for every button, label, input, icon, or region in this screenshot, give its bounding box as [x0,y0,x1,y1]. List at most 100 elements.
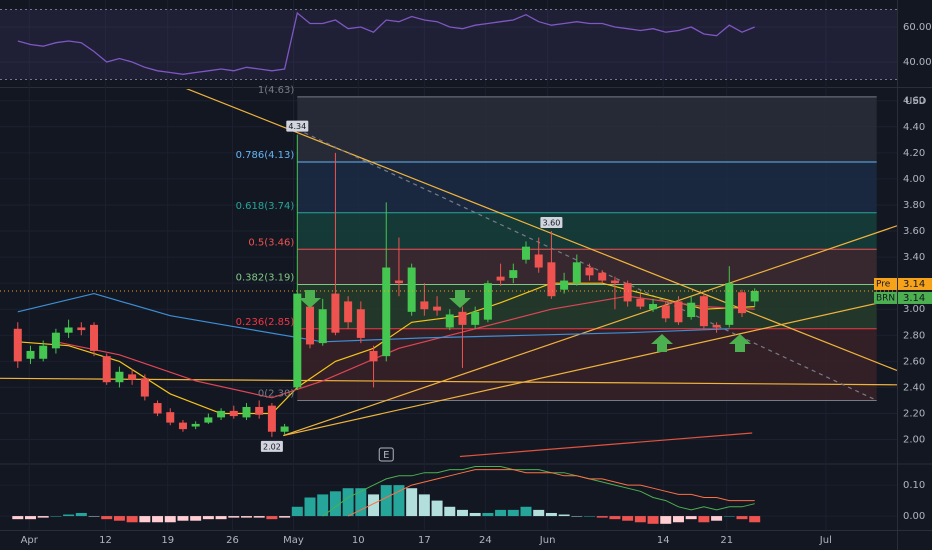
x-tick-label: Jul [819,535,832,546]
macd-histogram-bar [672,516,684,523]
macd-histogram-bar [215,516,227,520]
price-callout [286,120,309,132]
macd-histogram-bar [228,516,240,518]
macd-line [322,466,755,517]
fib-label: 0.786(4.13) [236,150,295,161]
macd-histogram-bar [723,516,735,517]
price-tag-name: Pre [876,279,891,289]
macd-histogram-bar [152,516,164,523]
rsi-line [17,11,755,75]
y-tick-label: 3.60 [903,226,925,237]
x-tick-label: 21 [720,535,733,546]
candle-body [687,302,696,318]
candle-body [458,311,467,325]
candle-body [737,292,746,314]
macd-histogram-bar [88,516,100,517]
x-tick-label: Jun [539,535,556,546]
candle-body [649,304,658,310]
macd-histogram-bar [507,509,519,517]
candle-body [560,280,569,290]
fib-label: 0.5(3.46) [248,237,294,248]
down-arrow [299,290,321,308]
macd-histogram-bar [37,516,49,518]
candle-body [433,306,442,311]
candle-body [344,301,353,323]
macd-histogram-bar [711,516,723,521]
candle-body [51,332,60,349]
price-callout [540,217,563,229]
macd-histogram-bar [456,509,468,517]
macd-histogram-bar [685,516,697,520]
macd-histogram-bar [253,516,265,518]
candle-body [166,412,175,423]
event-marker-label: E [383,450,389,461]
candle-body [420,301,429,310]
x-tick-label: 24 [479,535,492,546]
macd-histogram-bar [279,516,291,518]
macd-histogram-bar [368,494,380,517]
signal-line [347,469,755,517]
macd-histogram-bar [406,488,418,517]
x-tick-label: 10 [352,535,365,546]
fib-zone [297,249,877,285]
candle-body [242,406,251,418]
fib-label: 1(4.63) [258,85,295,96]
macd-histogram-bar [139,516,151,523]
macd-histogram-bar [482,512,494,517]
y-tick-label: 4.20 [903,148,925,159]
candle-body [102,356,111,383]
rsi-panel [0,8,897,81]
macd-histogram-bar [749,516,761,523]
x-tick-label: 19 [161,535,174,546]
candle-body [204,417,213,423]
candle-body [331,293,340,333]
candle-body [610,280,619,284]
macd-histogram-bar [571,516,583,517]
price-callout [260,440,283,452]
candle-body [598,272,607,281]
y-tick-label: 2.20 [903,408,925,419]
macd-histogram-bar [101,516,113,520]
macd-histogram-bar [177,516,189,521]
drawn-line [283,225,897,437]
x-tick-label: May [283,535,304,546]
y-tick-label: 3.40 [903,252,925,263]
candle-body [369,350,378,362]
price-tag-value: 3.14 [903,279,925,290]
macd-histogram-bar [380,485,392,517]
macd-histogram-bar [291,506,303,517]
fib-label: 0(2.30) [258,388,295,399]
candle-body [255,406,264,415]
macd-histogram-bar [660,516,672,524]
y-tick-label: 60.00 [903,22,932,33]
macd-histogram-bar [342,488,354,517]
candle-body [64,327,73,333]
candle-body [572,262,581,284]
candle-body [178,422,187,430]
macd-histogram-bar [495,509,507,517]
macd-histogram-bar [355,488,367,517]
candle-body [267,405,276,432]
candle-body [471,311,480,325]
macd-histogram-bar [520,506,532,517]
candle-body [229,410,238,417]
macd-histogram-bar [736,516,748,520]
candle-body [509,270,518,278]
candle-body [115,371,124,383]
fib-zone [297,328,877,401]
price-panel [0,89,897,458]
y-tick-label: 3.00 [903,304,925,315]
candle-body [699,296,708,327]
fib-zone [297,161,877,213]
candle-body [483,283,492,320]
y-tick-label: 3.80 [903,200,925,211]
y-tick-label: 0.10 [903,480,925,491]
rsi-band-fill [0,9,897,80]
macd-histogram-bar [622,516,634,521]
macd-panel [0,466,897,524]
y-tick-label: 4.60 [903,96,925,107]
macd-histogram-bar [609,516,621,520]
candle-body [191,423,200,427]
